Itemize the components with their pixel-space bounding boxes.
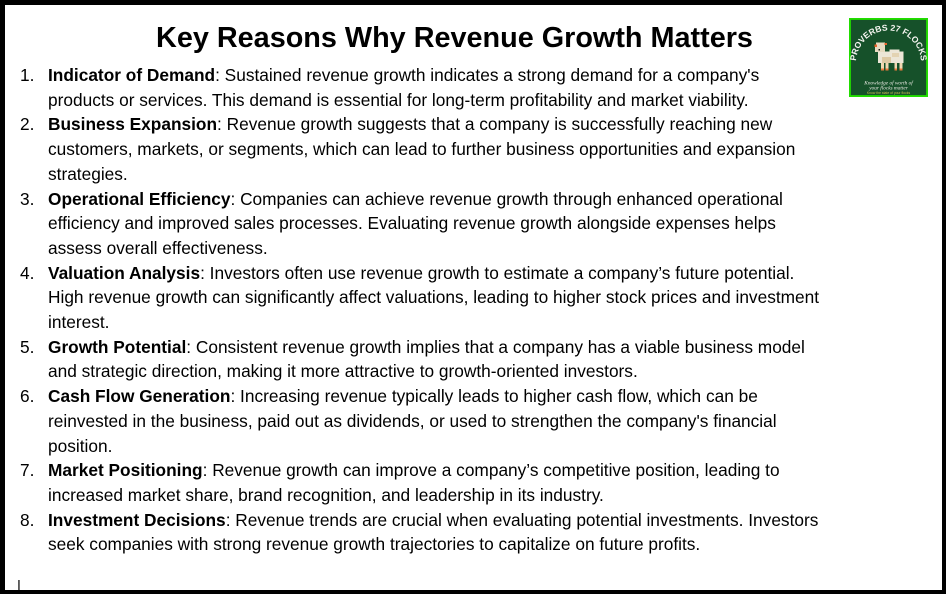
svg-text:Know the state of your flocks: Know the state of your flocks <box>867 91 911 95</box>
